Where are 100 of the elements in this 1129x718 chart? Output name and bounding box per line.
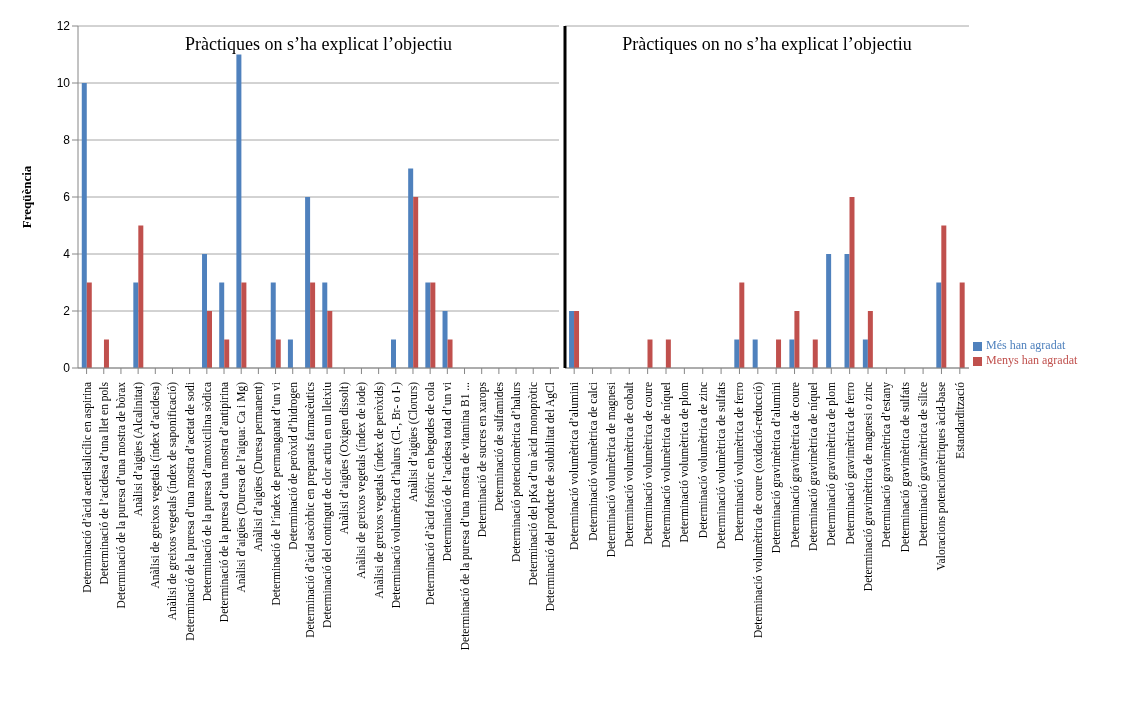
x-tick-label: Anàlisi de greixos vegetals (índex de iode) bbox=[355, 381, 369, 579]
bar bbox=[133, 282, 139, 368]
x-tick-label: Determinació volumètrica d’alumini bbox=[568, 382, 581, 550]
x-tick-label: Anàlisi d’aigües (Duresa de l’aigua: Ca i Mg) bbox=[235, 381, 249, 593]
bar bbox=[959, 282, 965, 368]
x-tick-label: Anàlisi de greixos vegetals (índex de saponificació) bbox=[166, 381, 180, 621]
bar bbox=[844, 254, 850, 368]
x-tick-label: Determinació de la puresa d’una mostra d’acetat de sodi bbox=[183, 382, 197, 641]
bar bbox=[322, 282, 328, 368]
x-tick-label: Determinació potenciomètrica d’halurs bbox=[510, 381, 524, 563]
bar bbox=[219, 282, 225, 368]
y-tick-label: 10 bbox=[56, 76, 71, 91]
x-tick-label: Determinació de la puresa d’una mostra d’antipirina bbox=[218, 382, 232, 623]
bar bbox=[390, 339, 396, 368]
x-tick-label: Determinació volumètrica de coure bbox=[641, 382, 654, 545]
x-tick-label: Determinació de l’índex de permanganat d’un vi bbox=[269, 382, 283, 606]
y-axis-title: Freqüència bbox=[18, 165, 34, 229]
chart-title: Pràctiques on no s’ha explicat l’objectiu bbox=[621, 34, 913, 55]
bar bbox=[752, 339, 758, 368]
y-tick-label: 6 bbox=[63, 190, 71, 205]
x-tick-label: Determinació d’àcid fosfòric en begudes de cola bbox=[424, 382, 438, 605]
bar bbox=[430, 282, 436, 368]
bar bbox=[936, 282, 942, 368]
y-tick-label: 0 bbox=[63, 361, 71, 376]
x-tick-label: Determinació gravimètrica de coure bbox=[788, 382, 802, 548]
legend-label: Més han agradat bbox=[986, 338, 1066, 352]
bar bbox=[425, 282, 431, 368]
x-tick-label: Determinació de peròxid d’hidrogen bbox=[286, 381, 300, 550]
bar bbox=[826, 254, 832, 368]
y-tick-label: 8 bbox=[63, 133, 71, 148]
x-tick-label: Determinació volumètrica de níquel bbox=[660, 382, 673, 548]
bar bbox=[447, 339, 453, 368]
bar bbox=[574, 311, 580, 368]
x-tick-label: Anàlisi de greixos vegetals (índex de peròxids) bbox=[372, 381, 386, 599]
y-tick-label: 4 bbox=[63, 247, 71, 262]
bar bbox=[305, 197, 311, 368]
bar bbox=[776, 339, 782, 368]
x-tick-label: Determinació volumètrica de calci bbox=[586, 382, 599, 541]
x-tick-label: Determinació volumètrica de plom bbox=[678, 381, 692, 543]
x-tick-label: Determinació del contingut de clor actiu en un lleixiu bbox=[321, 381, 335, 628]
x-tick-label: Determinació volumètrica de zinc bbox=[696, 382, 709, 539]
bar bbox=[270, 282, 276, 368]
x-tick-label: Determinació del pKa d’un àcid monopròtic bbox=[527, 382, 541, 586]
x-tick-label: Determinació gravimètrica de níquel bbox=[806, 382, 820, 551]
bar bbox=[86, 282, 92, 368]
x-tick-label: Anàlisi de greixos vegetals (índex d’acidesa) bbox=[149, 381, 163, 589]
x-tick-label: Determinació de l’acidesa total d’un vi bbox=[441, 382, 454, 562]
x-tick-label: Determinació gravimètrica de magnesi o zinc bbox=[862, 382, 875, 592]
bar bbox=[236, 54, 242, 368]
bar bbox=[794, 311, 800, 368]
bar bbox=[408, 168, 414, 368]
x-tick-label: Determinació gravimètrica de sulfats bbox=[898, 381, 912, 553]
x-tick-label: Determinació de sucres en xarops bbox=[475, 381, 489, 538]
bar bbox=[138, 225, 144, 368]
bar bbox=[287, 339, 293, 368]
bar bbox=[327, 311, 333, 368]
x-tick-label: Determinació volumètrica de ferro bbox=[733, 381, 746, 542]
chart-title: Pràctiques on s’ha explicat l’objectiu bbox=[184, 34, 453, 55]
bar bbox=[413, 197, 419, 368]
x-tick-label: Anàlisi d’aigües (Alcalinitat) bbox=[132, 381, 146, 517]
y-tick-label: 2 bbox=[63, 304, 71, 319]
bar bbox=[789, 339, 795, 368]
x-tick-label: Determinació gravimètrica d’estany bbox=[880, 381, 894, 548]
x-tick-label: Determinació volumètrica de sulfats bbox=[715, 381, 728, 550]
x-tick-label: Determinació de sulfamides bbox=[492, 381, 505, 512]
x-tick-label: Anàlisi d’aigües (Duresa permanent) bbox=[252, 381, 266, 552]
bar bbox=[812, 339, 818, 368]
legend-label: Menys han agradat bbox=[986, 353, 1078, 367]
bar bbox=[569, 311, 575, 368]
bar bbox=[665, 339, 671, 368]
bar bbox=[442, 311, 448, 368]
bar bbox=[867, 311, 873, 368]
x-tick-label: Determinació volumètrica de coure (oxidació-reducció) bbox=[751, 381, 765, 639]
x-tick-label: Determinació de la puresa d’una mostra de vitamina B1 ... bbox=[458, 381, 472, 651]
x-tick-label: Determinació de la puresa d’una mostra de bòrax bbox=[114, 381, 128, 609]
bar bbox=[202, 254, 208, 368]
x-tick-label: Valoracions potenciomètriques àcid-base bbox=[935, 382, 949, 571]
bar bbox=[224, 339, 230, 368]
bar bbox=[275, 339, 281, 368]
x-tick-label: Determinació de la puresa d’amoxicilina sòdica bbox=[200, 382, 214, 602]
x-tick-label: Determinació d’àcid ascòrbic en preparats farmacèutics bbox=[303, 381, 317, 638]
x-tick-label: Determinació volumètrica de magnesi bbox=[604, 382, 618, 558]
bar bbox=[310, 282, 316, 368]
y-tick-label: 12 bbox=[56, 19, 71, 34]
bar bbox=[241, 282, 247, 368]
x-tick-label: Anàlisi d’aigües (Clorurs) bbox=[406, 381, 420, 503]
bar bbox=[941, 225, 947, 368]
bar bbox=[81, 83, 87, 368]
bar bbox=[849, 197, 855, 368]
x-tick-label: Estandardització bbox=[953, 381, 966, 459]
bar bbox=[739, 282, 745, 368]
x-tick-label: Determinació gravimètrica de ferro bbox=[843, 381, 857, 545]
bar bbox=[207, 311, 213, 368]
x-tick-label: Determinació d’àcid acetilsalicílic en aspirina bbox=[80, 382, 94, 593]
bar bbox=[734, 339, 740, 368]
bar bbox=[103, 339, 109, 368]
x-tick-label: Determinació de l’acidesa d’una llet en pols bbox=[97, 381, 111, 585]
bar bbox=[647, 339, 653, 368]
bar bbox=[862, 339, 868, 368]
x-tick-label: Determinació gravimètrica de plom bbox=[825, 381, 839, 546]
